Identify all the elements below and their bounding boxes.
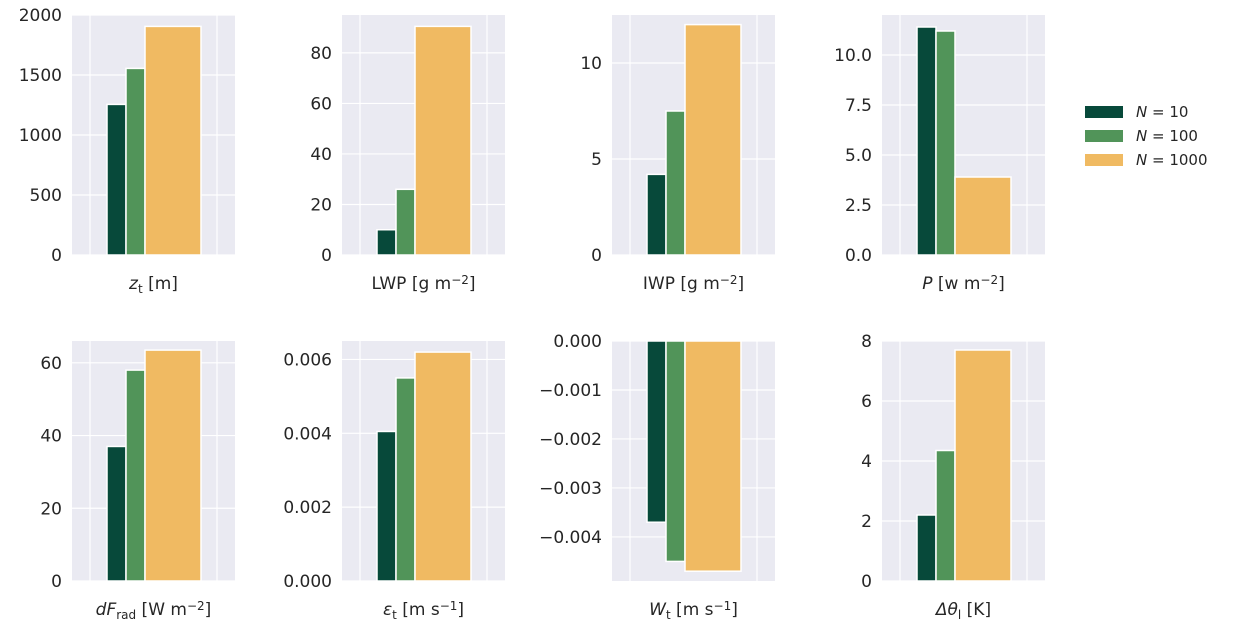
y-tick-label: 2000 (19, 6, 62, 26)
x-axis-label: LWP [g m−2] (371, 273, 475, 294)
y-tick-label: 10 (580, 54, 602, 74)
bar-1000 (954, 176, 1012, 256)
x-axis-label: εt [m s−1] (383, 599, 464, 621)
y-tick-label: 80 (310, 44, 332, 64)
y-tick-label: 5.0 (845, 146, 872, 166)
bar-1000 (954, 349, 1012, 582)
bar-100 (935, 30, 956, 256)
bar-10 (646, 173, 667, 256)
y-tick-label: 20 (40, 499, 62, 519)
x-axis-label: Wt [m s−1] (649, 599, 738, 621)
y-tick-label: 0 (591, 246, 602, 266)
y-tick-label: −0.002 (539, 430, 602, 450)
subplot-6: 0.000 0.002 0.004 0.006 εt [m s−1] (283, 341, 505, 622)
bar-100 (395, 377, 416, 582)
y-tick-label: −0.003 (539, 479, 602, 499)
y-tick-label: 20 (310, 195, 332, 215)
y-tick-label: 7.5 (845, 96, 872, 116)
legend-swatch (1085, 130, 1123, 142)
subplot-3: 0 5 10 IWP [g m−2] (580, 15, 775, 294)
bar-1000 (414, 351, 472, 582)
y-tick-label: 40 (40, 427, 62, 447)
y-tick-label: 0 (861, 572, 872, 592)
bar-1000 (414, 25, 472, 256)
y-tick-label: 60 (40, 354, 62, 374)
legend-swatch (1085, 106, 1123, 118)
bar-1000 (144, 25, 202, 256)
subplot-8: 0 2 4 6 8 Δθl [K] (861, 332, 1045, 622)
y-tick-label: −0.001 (539, 381, 602, 401)
y-tick-label: −0.004 (539, 528, 602, 548)
y-tick-label: 8 (861, 332, 872, 352)
bar-100 (125, 67, 146, 256)
bar-100 (665, 340, 686, 563)
x-axis-label: dFrad [W m−2] (96, 599, 212, 621)
bar-10 (106, 103, 127, 256)
y-tick-label: 0.0 (845, 246, 872, 266)
y-tick-label: 6 (861, 392, 872, 412)
x-axis-label: IWP [g m−2] (643, 273, 744, 294)
subplot-7: −0.004 −0.003 −0.002 −0.001 0.000 Wt [m s−1] (539, 332, 775, 622)
bar-10 (646, 340, 667, 523)
legend-label: N = 10 (1136, 103, 1188, 121)
y-tick-label: 0 (321, 246, 332, 266)
y-tick-label: 2.5 (845, 196, 872, 216)
bar-100 (125, 369, 146, 582)
y-tick-label: 5 (591, 150, 602, 170)
y-tick-label: 10.0 (834, 46, 872, 66)
y-tick-label: 0 (51, 572, 62, 592)
bar-10 (916, 514, 937, 582)
subplot-4: 0.0 2.5 5.0 7.5 10.0 P [w m−2] (834, 15, 1045, 294)
y-tick-label: 0.000 (283, 572, 332, 592)
y-tick-label: 1500 (19, 66, 62, 86)
y-tick-label: 2 (861, 512, 872, 532)
y-tick-label: 4 (861, 452, 872, 472)
subplot-1: 0 500 1000 1500 2000 zt [m] (19, 6, 235, 296)
bar-1000 (144, 349, 202, 582)
y-tick-label: 0.004 (283, 424, 332, 444)
bar-100 (935, 449, 956, 582)
x-axis-label: Δθl [K] (934, 600, 991, 622)
bar-1000 (684, 340, 742, 572)
y-tick-label: 500 (30, 186, 62, 206)
subplot-2: 0 20 40 60 80 LWP [g m−2] (310, 15, 505, 294)
legend-swatch (1085, 154, 1123, 166)
y-tick-label: 1000 (19, 126, 62, 146)
y-tick-label: 40 (310, 145, 332, 165)
bar-10 (376, 430, 397, 582)
y-tick-label: 60 (310, 94, 332, 114)
y-tick-label: 0.006 (283, 350, 332, 370)
legend: N = 10 N = 100 N = 1000 (1085, 103, 1208, 169)
bar-100 (395, 188, 416, 256)
y-tick-label: 0 (51, 246, 62, 266)
y-tick-label: 0.000 (553, 332, 602, 352)
bar-100 (665, 110, 686, 256)
legend-label: N = 1000 (1136, 151, 1208, 169)
x-axis-label: zt [m] (128, 274, 178, 296)
legend-label: N = 100 (1136, 127, 1198, 145)
bar-1000 (684, 23, 742, 256)
bar-10 (376, 228, 397, 256)
subplot-5: 0 20 40 60 dFrad [W m−2] (40, 341, 235, 622)
x-axis-label: P [w m−2] (922, 273, 1005, 294)
bar-10 (106, 445, 127, 582)
y-tick-label: 0.002 (283, 498, 332, 518)
bar-10 (916, 26, 937, 256)
